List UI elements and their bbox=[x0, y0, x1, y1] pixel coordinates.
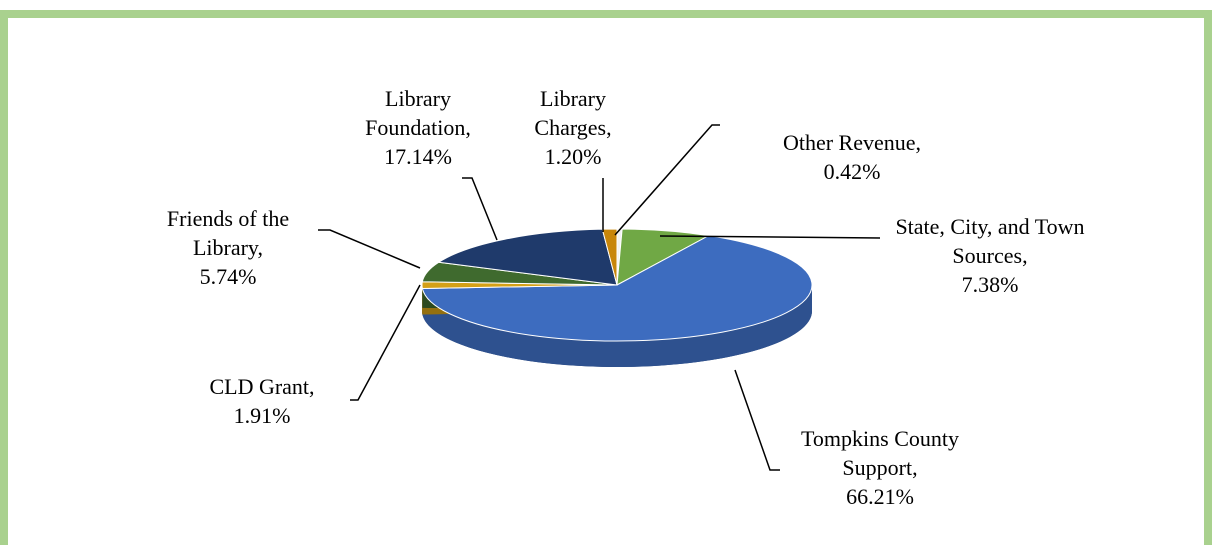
category-name: Tompkins County Support, bbox=[801, 426, 959, 480]
slice bbox=[437, 228, 618, 286]
value-label: 0.42% bbox=[823, 159, 881, 184]
leader-line bbox=[462, 177, 498, 241]
value-label: 17.14% bbox=[384, 144, 452, 169]
category-name: Library Foundation, bbox=[365, 86, 471, 140]
leader-line bbox=[318, 229, 421, 269]
value-label: 1.91% bbox=[233, 403, 291, 428]
category-name: Friends of the Library, bbox=[166, 206, 290, 260]
data-label: State, City, and Town Sources, 7.38% bbox=[880, 212, 1100, 299]
leader-line bbox=[350, 284, 421, 401]
value-label: 1.20% bbox=[544, 144, 602, 169]
data-label: Tompkins County Support, 66.21% bbox=[795, 424, 965, 511]
leader-line bbox=[614, 124, 720, 236]
data-label: Friends of the Library, 5.74% bbox=[138, 204, 318, 291]
value-label: 5.74% bbox=[199, 264, 257, 289]
data-label: Library Foundation, 17.14% bbox=[353, 84, 483, 171]
value-label: 7.38% bbox=[961, 272, 1019, 297]
value-label: 66.21% bbox=[846, 484, 914, 509]
leader-lines bbox=[318, 124, 881, 471]
data-label: Other Revenue, 0.42% bbox=[732, 128, 972, 186]
category-name: State, City, and Town Sources, bbox=[895, 214, 1085, 268]
leader-line bbox=[659, 235, 881, 239]
slice bbox=[421, 235, 813, 342]
category-name: Other Revenue, bbox=[782, 130, 922, 155]
data-label: Library Charges, 1.20% bbox=[518, 84, 628, 171]
slice-wall bbox=[422, 285, 812, 367]
pie bbox=[421, 228, 813, 368]
category-name: CLD Grant, bbox=[209, 374, 315, 399]
data-label: CLD Grant, 1.91% bbox=[182, 372, 342, 430]
category-name: Library Charges, bbox=[534, 86, 612, 140]
leader-line bbox=[734, 369, 780, 471]
frame bbox=[0, 10, 1212, 545]
